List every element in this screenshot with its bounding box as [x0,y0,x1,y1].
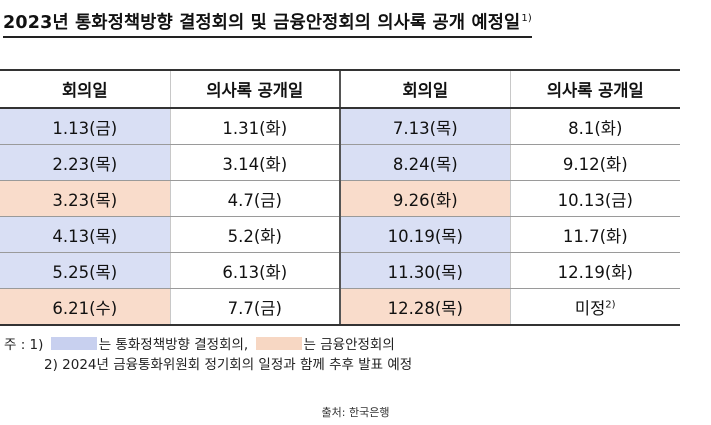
meeting-date-cell: 4.13(목) [0,216,170,253]
page-title: 2023년 통화정책방향 결정회의 및 금융안정회의 의사록 공개 예정일1) [3,4,533,38]
release-date-cell: 12.19(화) [509,252,680,289]
title-text: 2023년 통화정책방향 결정회의 및 금융안정회의 의사록 공개 예정일 [3,12,521,33]
meeting-date-cell: 12.28(목) [339,288,510,326]
header-meeting-date: 회의일 [0,69,170,109]
release-date-cell-text: 9.12(화) [562,154,628,174]
meeting-date-cell-text: 1.13(금) [52,118,118,138]
meeting-date-cell: 1.13(금) [0,108,170,145]
title-footnote-mark: 1) [521,13,533,24]
meeting-date-cell: 10.19(목) [339,216,510,253]
meeting-date-cell: 3.23(목) [0,180,170,217]
meeting-date-cell-text: 9.26(화) [392,190,458,210]
release-date-cell: 11.7(화) [509,216,680,253]
release-date-cell-text: 12.19(화) [557,262,633,282]
note-2: 2) 2024년 금융통화위원회 정기회의 일정과 함께 추후 발표 예정 [44,357,413,373]
release-date-cell: 10.13(금) [509,180,680,217]
meeting-date-cell: 5.25(목) [0,252,170,289]
release-date-cell-text: 10.13(금) [557,190,633,210]
meeting-date-cell: 8.24(목) [339,144,510,181]
table-row: 3.23(목) 4.7(금) 9.26(화) 10.13(금) [0,180,680,217]
financial-legend-swatch [255,337,302,350]
meeting-date-cell-text: 7.13(목) [392,118,458,138]
release-date-cell: 8.1(화) [509,108,680,145]
meeting-date-cell-text: 12.28(목) [387,298,463,318]
release-date-cell-text: 4.7(금) [227,190,282,210]
release-date-cell: 6.13(화) [169,252,340,289]
table-row: 4.13(목) 5.2(화) 10.19(목) 11.7(화) [0,216,680,253]
meeting-date-cell-text: 4.13(목) [52,226,118,246]
meeting-date-cell: 2.23(목) [0,144,170,181]
meeting-date-cell-text: 8.24(목) [392,154,458,174]
release-date-cell: 5.2(화) [169,216,340,253]
release-date-cell: 4.7(금) [169,180,340,217]
meeting-date-cell-text: 5.25(목) [52,262,118,282]
meeting-date-cell-text: 10.19(목) [387,226,463,246]
meeting-date-cell-text: 6.21(수) [52,298,118,318]
meeting-date-cell: 7.13(목) [339,108,510,145]
release-date-cell: 9.12(화) [509,144,680,181]
footnote-mark: 2) [605,299,616,310]
table-row: 6.21(수) 7.7(금) 12.28(목) 미정2) [0,288,680,326]
note-1: 주 : 1) 는 통화정책방향 결정회의, 는 금융안정회의 [4,335,412,355]
footnotes: 주 : 1) 는 통화정책방향 결정회의, 는 금융안정회의 2) 2024년 … [4,335,412,375]
release-date-cell-text: 3.14(화) [222,154,288,174]
release-date-cell-text: 6.13(화) [222,262,288,282]
note-prefix: 주 : 1) [4,337,44,353]
release-date-cell-text: 미정 [574,298,606,318]
meeting-date-cell-text: 3.23(목) [52,190,118,210]
header-release-date: 의사록 공개일 [169,69,340,109]
meeting-date-cell-text: 2.23(목) [52,154,118,174]
source-credit: 출처: 한국은행 [321,406,390,419]
meeting-date-cell: 6.21(수) [0,288,170,326]
meeting-date-cell: 9.26(화) [339,180,510,217]
monetary-legend-label: 는 통화정책방향 결정회의, [98,337,249,353]
release-date-cell: 7.7(금) [169,288,340,326]
meeting-date-cell: 11.30(목) [339,252,510,289]
meeting-date-cell-text: 11.30(목) [387,262,463,282]
header-release-date: 의사록 공개일 [509,69,680,109]
release-date-cell-text: 8.1(화) [568,118,623,138]
release-date-cell: 미정2) [509,288,680,326]
monetary-legend-swatch [50,337,97,350]
financial-legend-label: 는 금융안정회의 [303,337,395,353]
schedule-table: 회의일 의사록 공개일 회의일 의사록 공개일 1.13(금) 1.31(화) 7.… [0,69,680,326]
header-meeting-date: 회의일 [339,69,510,109]
release-date-cell-text: 11.7(화) [562,226,628,246]
release-date-cell-text: 1.31(화) [222,118,288,138]
release-date-cell-text: 5.2(화) [227,226,282,246]
table-row: 2.23(목) 3.14(화) 8.24(목) 9.12(화) [0,144,680,181]
header-row: 회의일 의사록 공개일 회의일 의사록 공개일 [0,69,680,109]
release-date-cell-text: 7.7(금) [227,298,282,318]
release-date-cell: 3.14(화) [169,144,340,181]
table-row: 5.25(목) 6.13(화) 11.30(목) 12.19(화) [0,252,680,289]
release-date-cell: 1.31(화) [169,108,340,145]
table-row: 1.13(금) 1.31(화) 7.13(목) 8.1(화) [0,108,680,145]
